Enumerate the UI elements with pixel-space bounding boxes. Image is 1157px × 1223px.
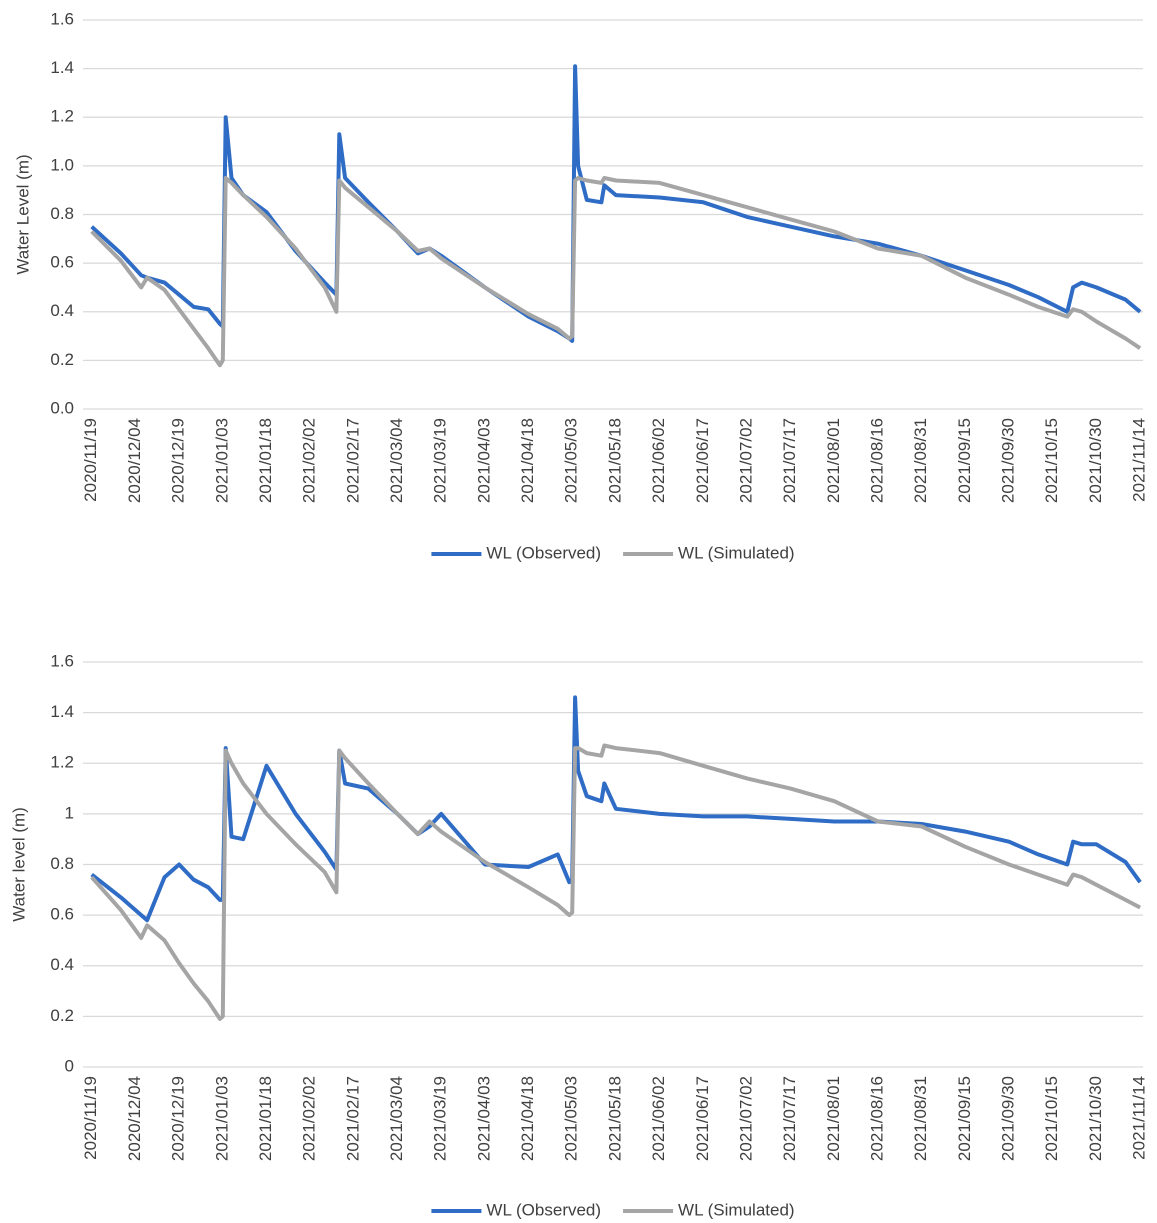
x-tick-label: 2021/03/04 [387,1076,406,1161]
legend-label: WL (Observed) [486,1200,601,1219]
x-tick-label: 2021/03/19 [431,418,450,503]
x-tick-label: 2021/02/02 [300,418,319,503]
y-axis-label: Water Level (m) [13,154,32,274]
y-tick-label: 1.2 [50,107,74,126]
y-tick-label: 1.6 [50,9,74,28]
x-tick-label: 2021/01/18 [256,1076,275,1161]
legend-label: WL (Observed) [486,543,601,562]
y-tick-label: 1.6 [50,651,74,670]
x-tick-label: 2021/10/30 [1086,418,1105,503]
x-tick-label: 2021/06/17 [693,418,712,503]
x-tick-label: 2021/08/16 [867,418,886,503]
x-tick-label: 2021/10/15 [1042,1076,1061,1161]
x-tick-label: 2021/08/01 [824,418,843,503]
x-tick-label: 2021/07/17 [780,1076,799,1161]
legend-label: WL (Simulated) [678,543,795,562]
x-tick-label: 2021/07/02 [736,1076,755,1161]
y-tick-label: 1.4 [50,58,74,77]
y-tick-label: 0.2 [50,1006,74,1025]
x-tick-label: 2021/06/17 [693,1076,712,1161]
y-tick-label: 1.2 [50,753,74,772]
y-tick-label: 1.4 [50,702,74,721]
x-tick-label: 2021/05/03 [562,418,581,503]
y-tick-label: 0 [65,1056,74,1075]
y-tick-label: 0.0 [50,398,74,417]
y-tick-label: 0.8 [50,204,74,223]
legend-label: WL (Simulated) [678,1200,795,1219]
x-tick-label: 2021/06/02 [649,1076,668,1161]
x-tick-label: 2021/05/03 [562,1076,581,1161]
x-tick-label: 2021/10/30 [1086,1076,1105,1161]
line-chart: 0 0.2 0.4 0.6 0.8 1 1.2 1.4 1.6 2020/11/19 2020/12… [9,651,1148,1219]
x-tick-label: 2021/02/17 [343,418,362,503]
x-tick-label: 2021/07/02 [736,418,755,503]
x-tick-label: 2021/09/30 [999,418,1018,503]
x-tick-label: 2020/12/19 [169,418,188,503]
y-tick-label: 0.6 [50,253,74,272]
y-tick-label: 0.4 [50,955,74,974]
x-tick-label: 2021/06/02 [649,418,668,503]
x-tick-label: 2021/03/19 [431,1076,450,1161]
x-tick-label: 2021/08/31 [911,418,930,503]
x-tick-label: 2020/11/19 [81,418,100,502]
x-tick-label: 2021/10/15 [1042,418,1061,503]
x-tick-label: 2021/02/02 [300,1076,319,1161]
x-tick-label: 2021/04/18 [518,418,537,503]
x-tick-label: 2021/01/18 [256,418,275,503]
x-tick-label: 2020/12/04 [125,418,144,503]
x-tick-label: 2021/08/16 [867,1076,886,1161]
y-tick-label: 0.8 [50,854,74,873]
x-tick-label: 2021/01/03 [212,1076,231,1161]
data-line [90,743,1142,1021]
x-tick-label: 2020/12/19 [169,1076,188,1161]
x-tick-label: 2021/05/18 [605,1076,624,1161]
data-line [90,64,1142,343]
x-tick-label: 2021/05/18 [605,418,624,503]
x-tick-label: 2020/12/04 [125,1076,144,1161]
y-tick-label: 1 [65,803,74,822]
x-tick-label: 2021/01/03 [212,418,231,503]
y-tick-label: 0.6 [50,905,74,924]
x-tick-label: 2020/11/19 [81,1076,100,1160]
x-tick-label: 2021/11/14 [1130,418,1149,502]
x-tick-label: 2021/04/03 [474,418,493,503]
x-tick-label: 2021/07/17 [780,418,799,503]
x-tick-label: 2021/09/15 [955,1076,974,1161]
y-tick-label: 0.4 [50,301,74,320]
legend: WL (Observed) WL (Simulated) [431,543,795,562]
data-line [90,176,1142,368]
data-line [90,695,1142,923]
x-tick-label: 2021/11/14 [1130,1076,1149,1160]
x-tick-label: 2021/02/17 [343,1076,362,1161]
x-tick-label: 2021/09/15 [955,418,974,503]
x-tick-label: 2021/09/30 [999,1076,1018,1161]
y-tick-label: 1.0 [50,155,74,174]
x-tick-label: 2021/04/03 [474,1076,493,1161]
x-tick-label: 2021/08/01 [824,1076,843,1161]
x-tick-label: 2021/08/31 [911,1076,930,1161]
x-tick-label: 2021/03/04 [387,418,406,503]
y-tick-label: 0.2 [50,350,74,369]
y-axis-label: Water level (m) [9,807,28,922]
line-chart: 0.0 0.2 0.4 0.6 0.8 1.0 1.2 1.4 1.6 2020/11/19 202… [13,9,1148,562]
x-tick-label: 2021/04/18 [518,1076,537,1161]
legend: WL (Observed) WL (Simulated) [431,1200,795,1219]
